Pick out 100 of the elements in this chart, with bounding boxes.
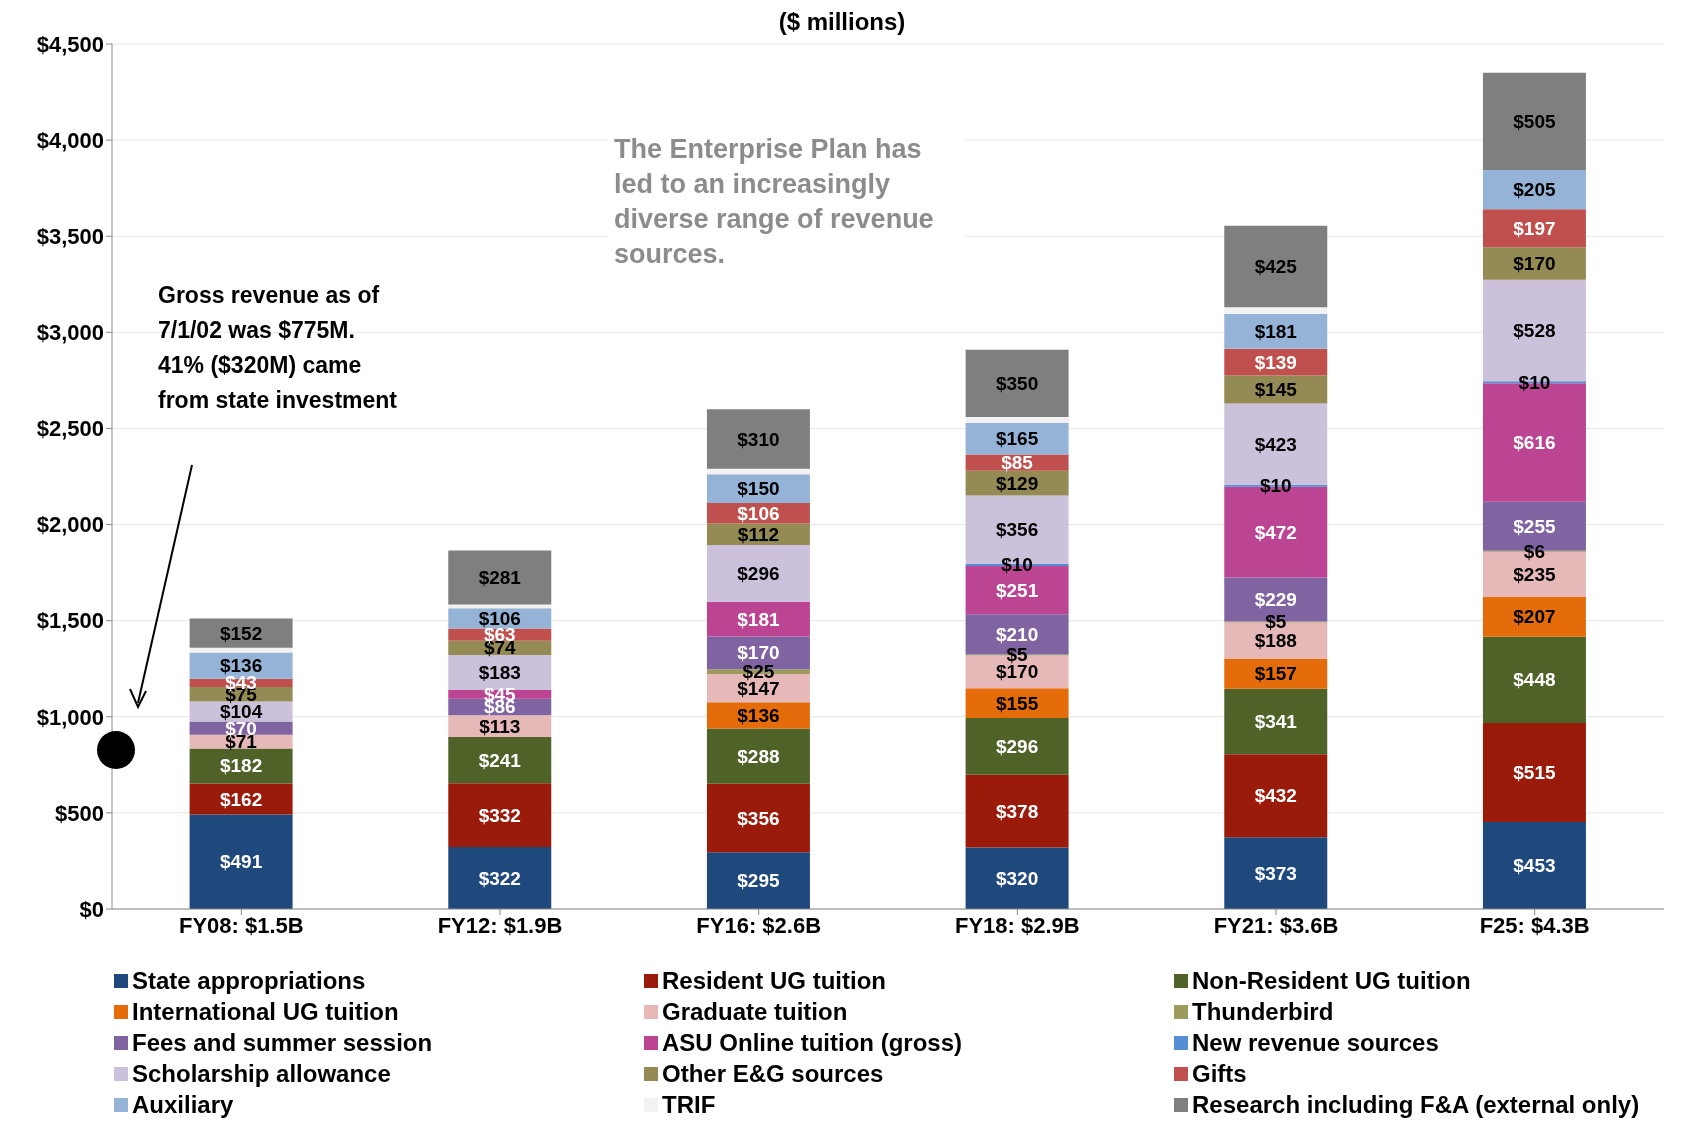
- data-label: $296: [737, 562, 780, 584]
- data-label: $356: [737, 807, 780, 829]
- bar: [189, 814, 293, 909]
- data-label: $139: [1254, 351, 1297, 373]
- legend-label: Non-Resident UG tuition: [1192, 967, 1471, 995]
- data-label: $241: [478, 749, 522, 771]
- data-label: $296: [995, 735, 1039, 757]
- bar: [706, 728, 810, 784]
- data-label: $182: [219, 755, 263, 777]
- bar: [1482, 72, 1586, 170]
- data-label: $10: [1259, 475, 1292, 497]
- data-label: $491: [219, 851, 263, 873]
- y-tick-label: $2,500: [36, 416, 104, 442]
- data-label: $288: [737, 745, 780, 767]
- legend-label: TRIF: [662, 1091, 716, 1119]
- bar: [448, 783, 552, 848]
- bar: [448, 550, 552, 605]
- x-tick-label: FY16: $2.6B: [696, 912, 822, 938]
- data-label: $378: [995, 800, 1039, 822]
- data-label: $112: [737, 523, 780, 545]
- legend-label: State appropriations: [132, 967, 366, 995]
- legend-label: Thunderbird: [1192, 998, 1334, 1026]
- data-label: $197: [1513, 217, 1556, 239]
- data-label: $145: [1254, 379, 1298, 401]
- data-label: $129: [995, 472, 1039, 494]
- data-label: $183: [478, 661, 521, 683]
- bar: [965, 717, 1069, 775]
- bar: [706, 601, 810, 637]
- data-label: $6: [1523, 540, 1545, 562]
- data-label: $136: [737, 704, 780, 726]
- bar: [1482, 722, 1586, 822]
- data-label: $10: [1001, 554, 1033, 576]
- data-label: $170: [737, 642, 780, 664]
- data-label: $373: [1254, 862, 1297, 884]
- y-tick-label: $4,500: [36, 31, 104, 57]
- data-label: $165: [995, 428, 1039, 450]
- legend-label: New revenue sources: [1192, 1029, 1439, 1057]
- bar: [965, 349, 1069, 417]
- legend-label: Resident UG tuition: [662, 967, 886, 995]
- data-label: $332: [478, 804, 521, 826]
- bar: [189, 647, 293, 653]
- legend-label: Auxiliary: [132, 1091, 234, 1119]
- data-label: $207: [1513, 606, 1556, 628]
- bar: [965, 847, 1069, 909]
- annotation: The Enterprise Plan has led to an increasingly diverse range of revenue sources.: [608, 128, 965, 276]
- bar: [706, 783, 810, 853]
- bar: [1482, 209, 1586, 248]
- bar: [1224, 314, 1328, 349]
- data-label: $85: [1001, 452, 1034, 474]
- legend-label: International UG tuition: [132, 998, 399, 1026]
- bar: [1482, 247, 1586, 280]
- bar: [189, 783, 293, 815]
- y-tick-label: $0: [79, 896, 104, 922]
- y-tick-label: $2,000: [36, 512, 104, 538]
- x-tick-label: FY12: $1.9B: [437, 912, 563, 938]
- bar: [1224, 225, 1328, 308]
- data-label: $320: [995, 867, 1039, 889]
- bar: [1224, 307, 1328, 315]
- data-label: $472: [1254, 521, 1297, 543]
- legend-label: Fees and summer session: [132, 1029, 433, 1057]
- bar: [448, 736, 552, 784]
- y-tick-label: $3,500: [36, 224, 104, 250]
- data-label: $255: [1513, 515, 1556, 537]
- data-label: $310: [737, 428, 780, 450]
- data-label: $113: [479, 715, 521, 737]
- data-label: $152: [219, 622, 263, 644]
- data-label: $295: [737, 870, 780, 892]
- legend-label: Scholarship allowance: [132, 1060, 391, 1088]
- data-label: $322: [478, 867, 521, 889]
- data-label: $181: [1254, 320, 1298, 342]
- data-label: $155: [995, 692, 1039, 714]
- data-label: $528: [1513, 320, 1556, 342]
- y-tick-label: $500: [55, 800, 104, 826]
- x-tick-label: FY18: $2.9B: [954, 912, 1080, 938]
- bar: [706, 852, 810, 909]
- data-label: $10: [1518, 371, 1551, 393]
- bar: [448, 847, 552, 909]
- bar: [1224, 837, 1328, 909]
- data-label: $205: [1513, 179, 1556, 201]
- data-label: $251: [995, 579, 1039, 601]
- data-label: $350: [995, 372, 1039, 394]
- bar: [1482, 821, 1586, 909]
- y-tick-label: $4,000: [36, 127, 104, 153]
- data-label: $5: [1006, 644, 1029, 666]
- data-label: $136: [219, 655, 263, 677]
- data-label: $150: [737, 478, 780, 500]
- data-label: $505: [1513, 110, 1556, 132]
- data-label: $515: [1513, 761, 1556, 783]
- bar: [1482, 597, 1586, 637]
- x-tick-label: FY08: $1.5B: [178, 912, 304, 938]
- bar: [706, 468, 810, 475]
- bar: [706, 544, 810, 602]
- data-label: $229: [1254, 588, 1297, 610]
- bar: [1224, 688, 1328, 755]
- data-label: $356: [995, 519, 1039, 541]
- data-label: $106: [737, 502, 780, 524]
- y-tick-label: $1,000: [36, 704, 104, 730]
- data-label: $281: [478, 567, 522, 589]
- x-tick-label: FY21: $3.6B: [1213, 912, 1339, 938]
- data-label: $162: [219, 788, 263, 810]
